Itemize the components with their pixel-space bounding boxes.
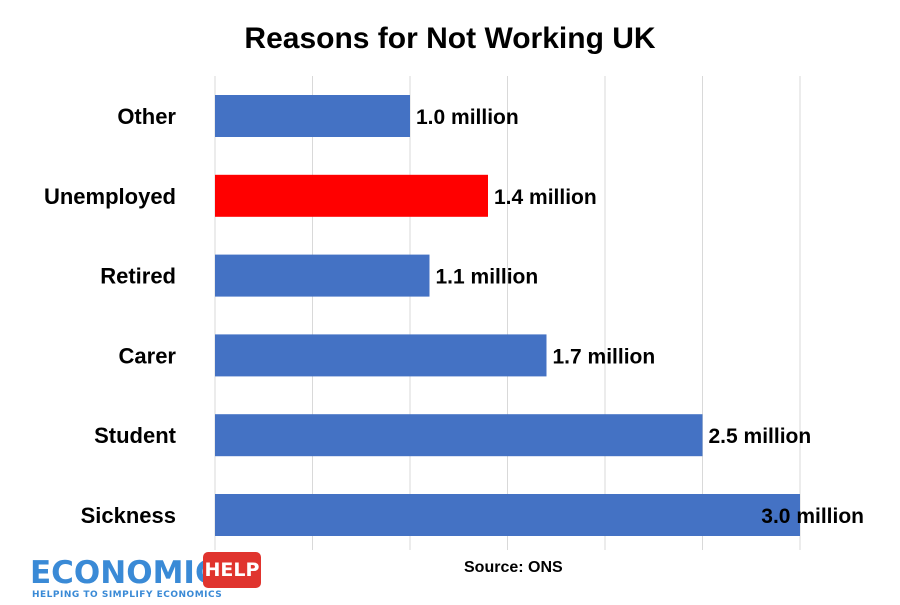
category-label-other: Other [117, 104, 176, 129]
category-label-sickness: Sickness [81, 503, 176, 528]
bars [215, 95, 800, 536]
data-label-student: 2.5 million [709, 425, 812, 448]
logo-tag: HELP [203, 552, 261, 588]
bar-student [215, 414, 703, 457]
data-label-other: 1.0 million [416, 106, 519, 129]
chart-title: Reasons for Not Working UK [244, 22, 656, 55]
data-label-retired: 1.1 million [436, 266, 539, 289]
data-label-unemployed: 1.4 million [494, 186, 597, 209]
bar-carer [215, 334, 547, 377]
data-label-carer: 1.7 million [553, 345, 656, 368]
economics-help-logo[interactable]: ECONOMICS HELP HELPING TO SIMPLIFY ECONO… [30, 549, 270, 603]
category-label-unemployed: Unemployed [44, 184, 176, 209]
source-note: Source: ONS [464, 559, 563, 576]
category-label-carer: Carer [119, 343, 177, 368]
bar-sickness [215, 494, 800, 536]
gridlines [214, 76, 801, 550]
labels: Other 1.0 million Unemployed 1.4 million Ret… [44, 104, 864, 528]
bar-retired [215, 254, 430, 297]
category-label-retired: Retired [100, 264, 176, 289]
bar-unemployed [215, 174, 488, 217]
bar-other [215, 95, 410, 137]
data-label-sickness: 3.0 million [761, 505, 864, 528]
category-label-student: Student [94, 423, 177, 448]
logo-tagline: HELPING TO SIMPLIFY ECONOMICS [32, 590, 223, 600]
